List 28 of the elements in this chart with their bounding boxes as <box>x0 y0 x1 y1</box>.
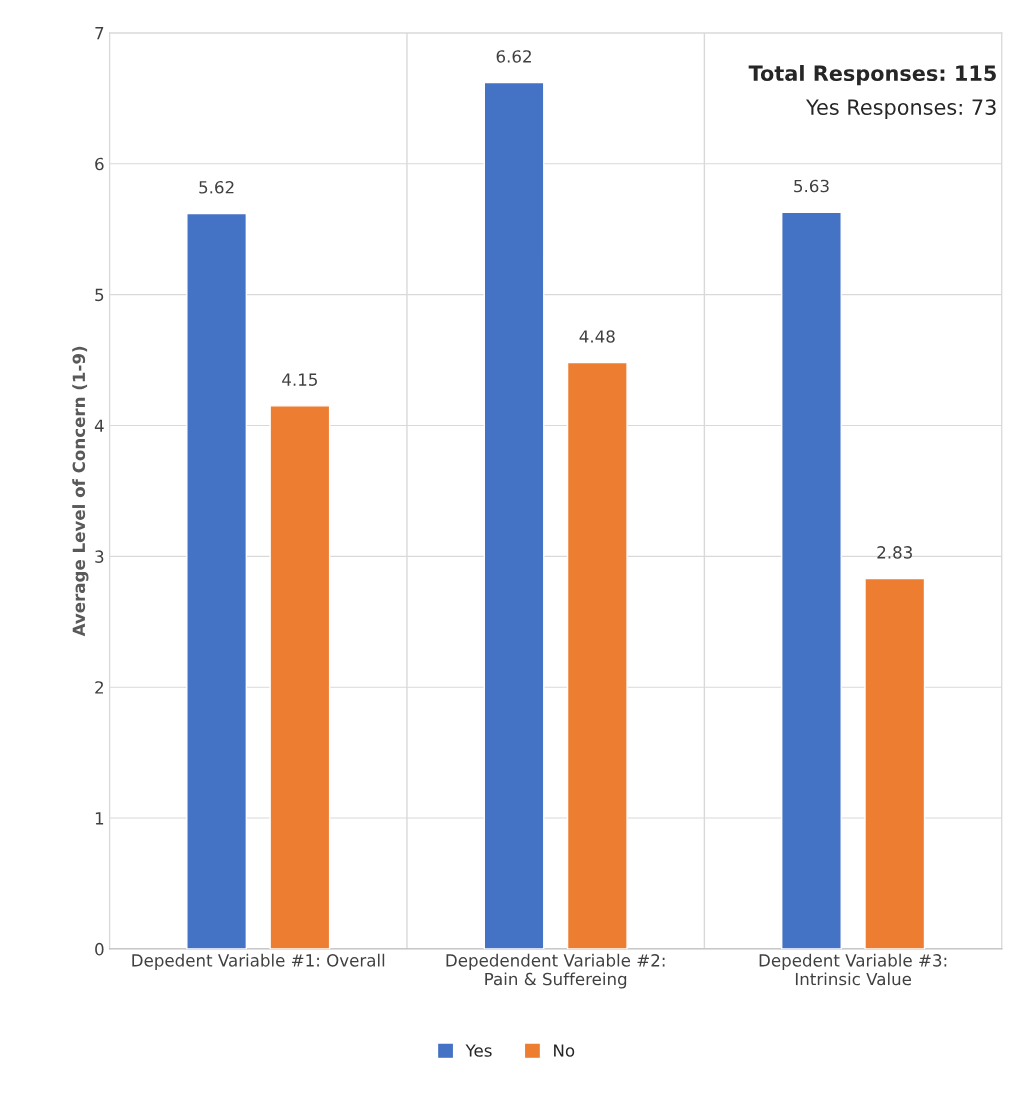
x-tick-label: Depedendent Variable #2: Pain & Suffereing <box>446 953 665 989</box>
y-tick-label: 3 <box>95 550 104 563</box>
bar <box>864 577 926 949</box>
bar <box>566 361 628 949</box>
annotation: Total Responses: 115 <box>748 64 996 86</box>
y-tick-label: 0 <box>95 942 104 956</box>
x-tick-label: Depedent Variable #1: Overall <box>132 953 385 970</box>
x-tick-label: Depedent Variable #3: Intrinsic Value <box>759 953 947 986</box>
legend-label: Yes <box>465 1044 492 1057</box>
data-label: 5.63 <box>794 179 829 193</box>
bar <box>483 81 545 949</box>
y-tick-label: 1 <box>95 812 104 825</box>
data-label: 4.15 <box>282 373 317 386</box>
y-tick-label: 6 <box>95 157 104 171</box>
y-tick-label: 5 <box>95 288 104 302</box>
y-tick-label: 4 <box>94 419 104 432</box>
bar <box>781 211 842 949</box>
annotation: Yes Responses: 73 <box>806 99 996 120</box>
bar <box>186 212 248 949</box>
legend-label: No <box>554 1044 575 1057</box>
data-label: 4.48 <box>579 330 615 343</box>
y-axis-title: Average Level of Concern (1-9) <box>72 346 89 637</box>
bar <box>269 405 331 949</box>
data-label: 2.83 <box>877 546 912 559</box>
y-tick-label: 2 <box>95 681 103 694</box>
data-label: 6.62 <box>496 50 531 63</box>
y-tick-label: 7 <box>95 27 104 40</box>
data-label: 5.62 <box>199 180 234 194</box>
